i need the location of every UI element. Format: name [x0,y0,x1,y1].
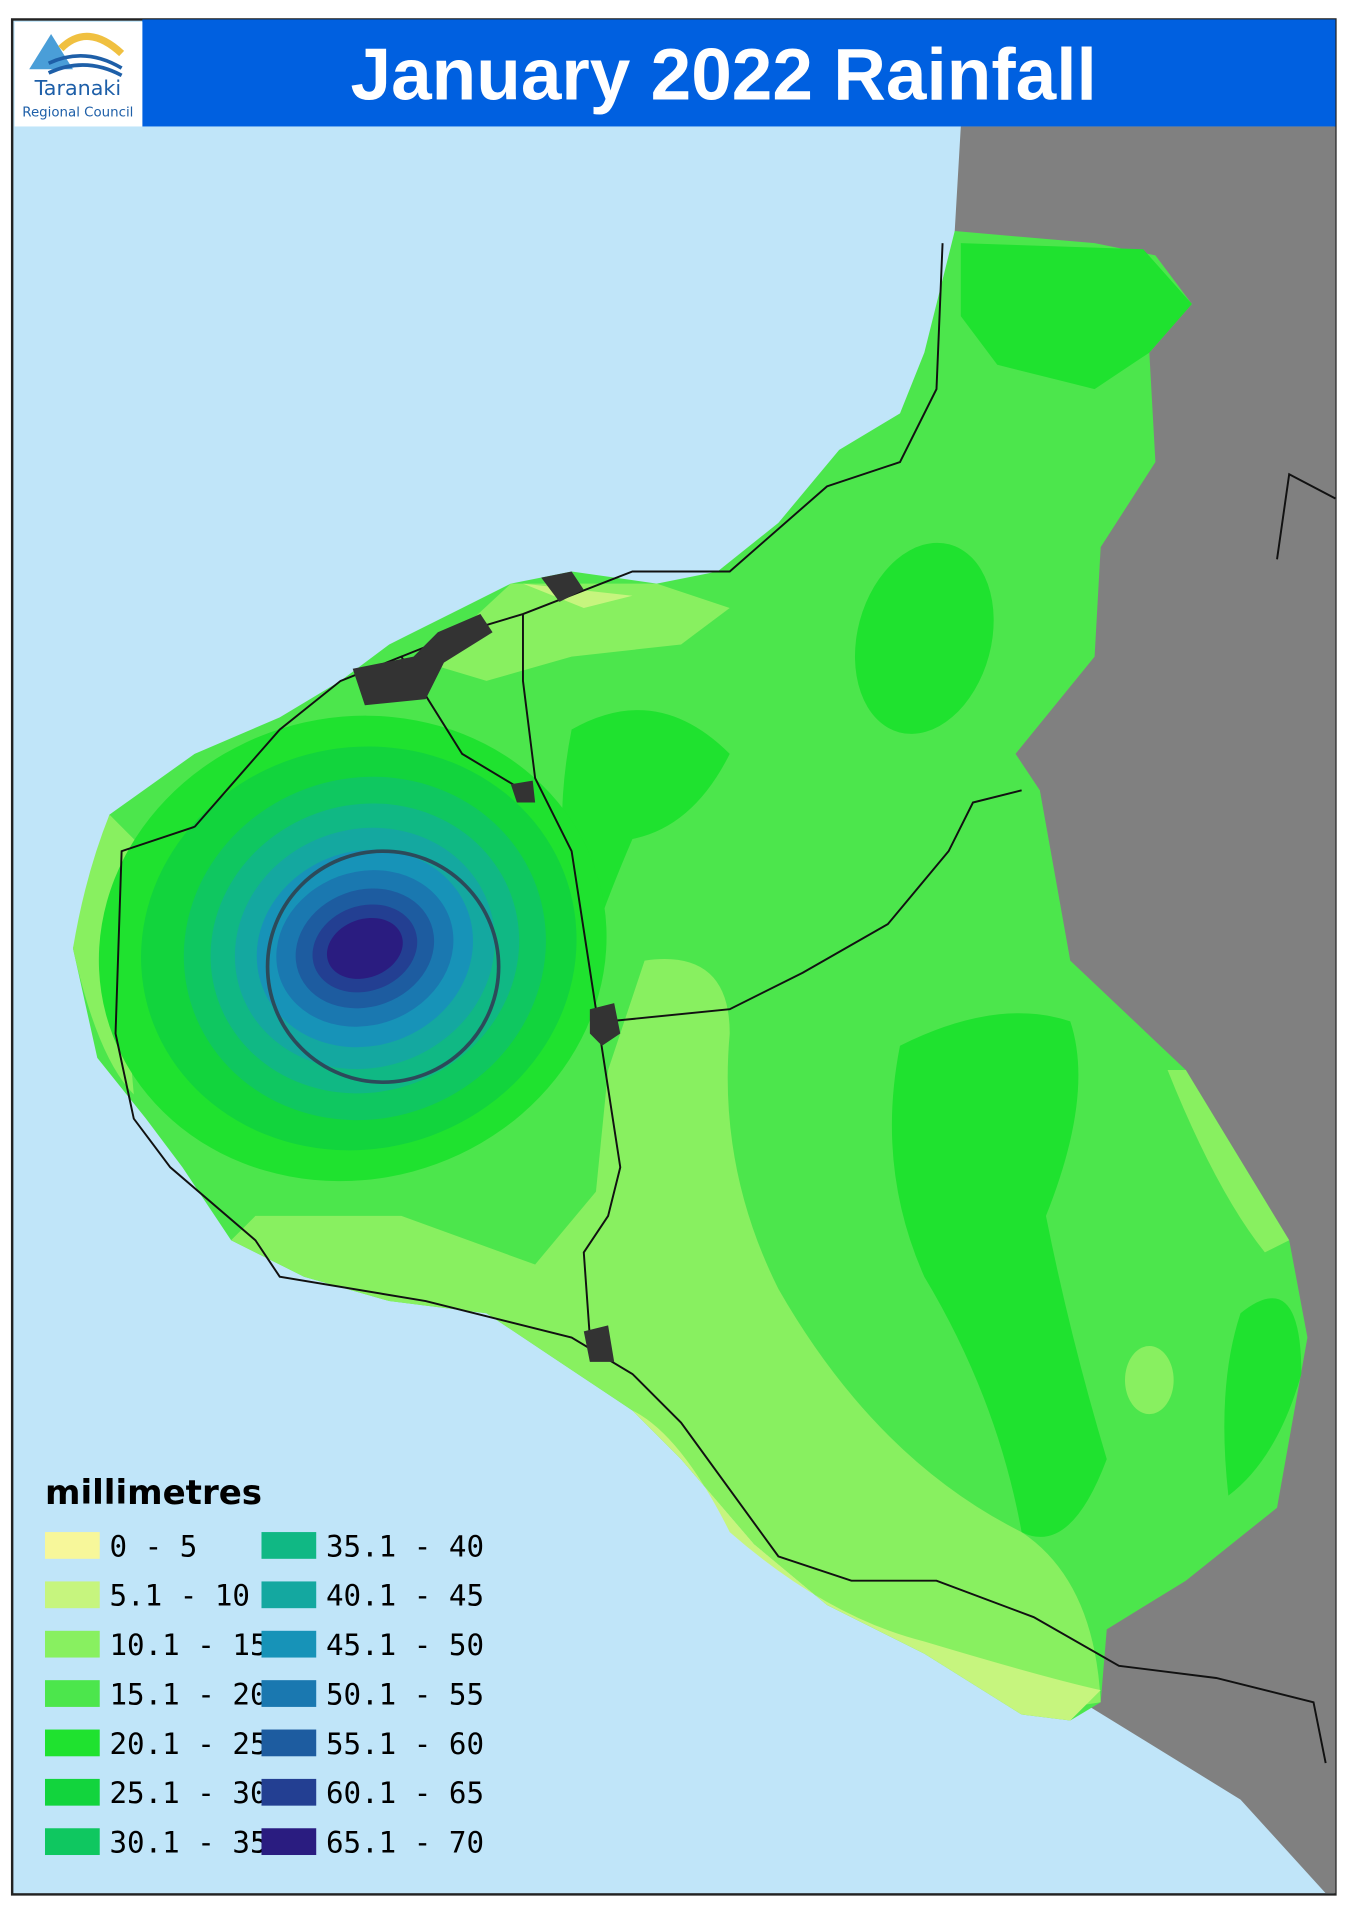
legend-swatch [261,1828,317,1856]
header-bar [142,19,1336,127]
contour-10-15 [1125,1346,1174,1415]
legend: 0 - 5 5.1 - 10 10.1 - 15 15.1 - 20 20.1 - 25… [45,1529,484,1860]
legend-label: 15.1 - 20 [109,1677,267,1711]
legend-swatch [261,1532,317,1559]
legend-label: 25.1 - 30 [109,1776,267,1810]
map-title: January 2022 Rainfall [351,35,1097,116]
legend-swatch [45,1729,100,1757]
legend-label: 40.1 - 45 [326,1579,484,1613]
contour-20-25 [561,243,1302,1537]
legend-title: millimetres [45,1473,262,1513]
legend-label: 60.1 - 65 [326,1776,484,1810]
legend-swatch [261,1778,317,1806]
legend-swatch [45,1828,100,1856]
logo-subname: Regional Council [22,106,133,121]
legend-label: 20.1 - 25 [109,1727,267,1761]
logo-name: Taranaki [34,76,121,100]
contour-10-15 [72,583,1290,1715]
legend-swatch [261,1729,317,1757]
logo-sun [58,32,125,57]
legend-swatch [261,1581,317,1609]
legend-swatch [261,1680,317,1707]
legend-label: 65.1 - 70 [326,1826,484,1860]
logo-waves [47,53,123,77]
logo-mountain [29,34,73,70]
legend-label: 10.1 - 15 [109,1628,267,1662]
legend-swatch [45,1581,100,1609]
legend-swatch [45,1680,100,1707]
legend-swatch [261,1630,317,1658]
legend-label: 30.1 - 35 [109,1826,267,1860]
national-park-boundary [265,849,501,1084]
legend-swatch [45,1630,100,1658]
contour-20-25 [854,542,994,734]
legend-label: 35.1 - 40 [326,1529,484,1563]
legend-swatch [45,1778,100,1806]
legend-label: 45.1 - 50 [326,1628,484,1662]
legend-swatch [45,1532,100,1559]
legend-label: 0 - 5 [109,1529,197,1563]
contour-65-70 [326,917,403,979]
legend-label: 55.1 - 60 [326,1727,484,1761]
legend-label: 5.1 - 10 [109,1579,250,1613]
legend-label: 50.1 - 55 [326,1677,484,1711]
